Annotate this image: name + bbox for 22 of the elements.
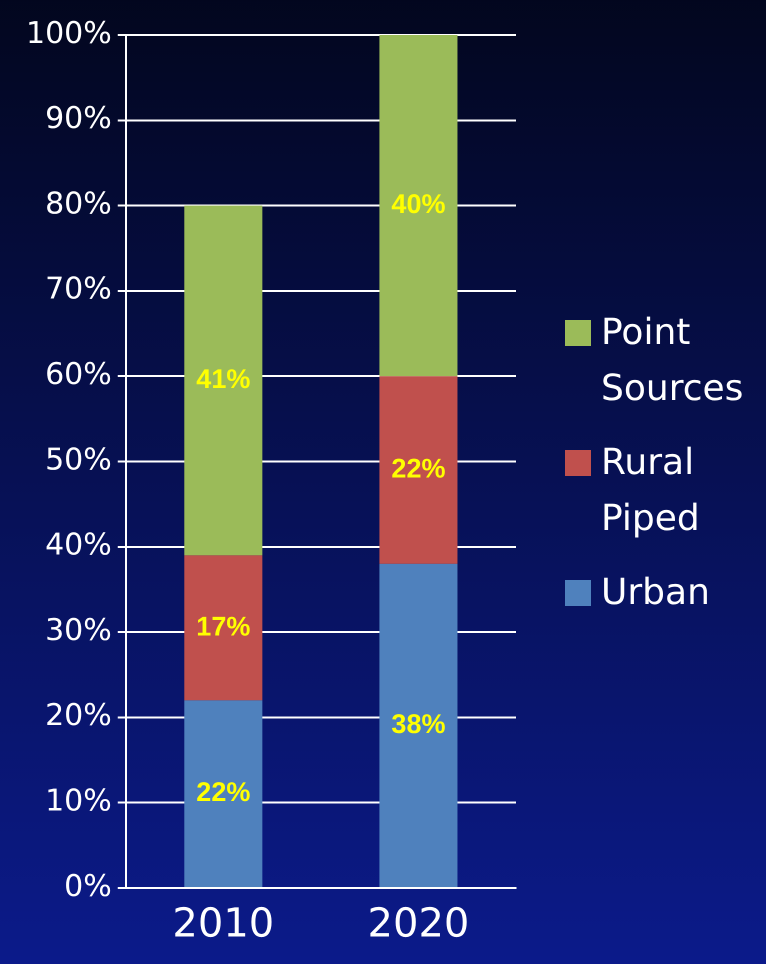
y-tick-label: 10%	[45, 783, 112, 818]
data-label: 40%	[391, 189, 446, 220]
y-tick-label: 20%	[45, 698, 112, 734]
y-tick-label: 80%	[45, 186, 112, 222]
legend-label: Point Sources	[601, 311, 744, 411]
data-label: 41%	[196, 364, 250, 394]
legend-label: Urban	[601, 571, 710, 615]
y-tick-label: 40%	[45, 528, 112, 563]
x-tick-label: 2020	[368, 900, 470, 946]
y-tick-label: 70%	[45, 272, 112, 307]
x-tick-label: 2010	[172, 900, 274, 946]
data-label: 17%	[196, 611, 250, 642]
legend-label: Rural Piped	[601, 441, 701, 541]
data-label: 38%	[391, 708, 446, 739]
y-tick-label: 90%	[45, 101, 112, 136]
y-tick-label: 30%	[45, 612, 112, 648]
data-label: 22%	[196, 777, 250, 808]
y-tick-label: 60%	[45, 356, 112, 392]
y-tick-label: 100%	[26, 16, 112, 51]
data-label: 22%	[391, 453, 446, 484]
y-tick-label: 0%	[64, 868, 112, 904]
y-tick-label: 50%	[45, 442, 112, 478]
